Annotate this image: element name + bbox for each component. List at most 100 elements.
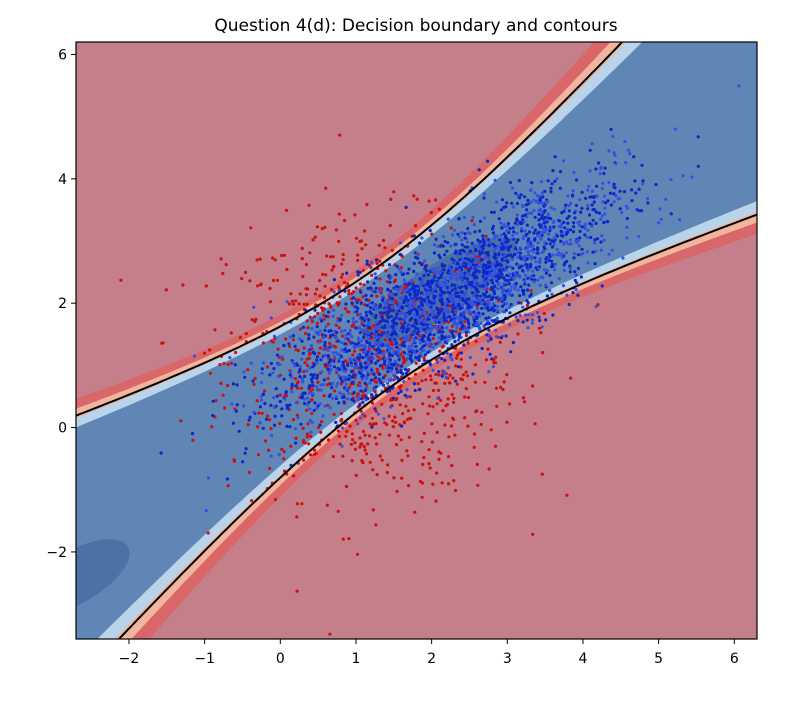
blue-point: [454, 249, 458, 253]
blue-point: [550, 281, 554, 285]
blue-point: [460, 290, 464, 294]
blue-point: [600, 284, 604, 288]
red-point: [531, 532, 535, 536]
y-tick-label: 2: [58, 296, 67, 312]
blue-point: [540, 191, 545, 195]
blue-point: [377, 333, 381, 337]
blue-point: [544, 283, 548, 287]
blue-point: [329, 367, 333, 371]
blue-point: [338, 318, 342, 322]
blue-point: [526, 250, 530, 254]
red-point: [389, 340, 393, 344]
blue-point: [496, 287, 500, 291]
red-point: [341, 334, 345, 338]
blue-point: [315, 406, 319, 411]
red-point: [476, 483, 480, 487]
red-point: [344, 434, 348, 438]
red-point: [261, 341, 265, 345]
blue-point: [599, 167, 603, 171]
blue-point: [381, 297, 385, 301]
red-point: [280, 447, 284, 451]
red-point: [466, 374, 470, 378]
blue-point: [639, 209, 644, 213]
blue-point: [530, 318, 535, 322]
blue-point: [472, 244, 476, 248]
blue-point: [447, 299, 451, 304]
blue-point: [624, 161, 628, 165]
blue-point: [402, 298, 407, 302]
blue-point: [389, 405, 393, 409]
red-point: [358, 282, 363, 286]
red-point: [404, 404, 408, 408]
blue-point: [335, 331, 339, 335]
blue-point: [374, 286, 378, 290]
blue-point: [235, 403, 239, 407]
blue-point: [321, 414, 325, 418]
blue-point: [455, 253, 460, 257]
blue-point: [478, 327, 482, 331]
blue-point: [425, 342, 429, 346]
red-point: [356, 253, 360, 257]
blue-point: [484, 316, 488, 320]
blue-point: [491, 274, 495, 279]
blue-point: [577, 244, 581, 248]
red-point: [330, 288, 334, 292]
blue-point: [345, 271, 349, 275]
red-point: [529, 289, 533, 293]
blue-point: [509, 350, 513, 354]
blue-point: [604, 201, 608, 205]
blue-point: [561, 284, 566, 288]
blue-point: [457, 299, 461, 303]
red-point: [392, 190, 396, 194]
blue-point: [437, 253, 441, 257]
red-point: [234, 350, 238, 355]
red-point: [439, 398, 443, 403]
red-point: [356, 392, 360, 396]
blue-point: [454, 242, 458, 246]
red-point: [341, 272, 345, 276]
blue-point: [489, 278, 494, 282]
red-point: [249, 226, 253, 230]
red-point: [315, 287, 319, 291]
red-point: [305, 319, 309, 323]
red-point: [450, 393, 454, 397]
blue-point: [471, 315, 476, 319]
blue-point: [309, 430, 313, 434]
blue-point: [550, 182, 554, 186]
blue-point: [618, 189, 622, 193]
blue-point: [420, 236, 424, 240]
blue-point: [368, 306, 373, 310]
blue-point: [576, 293, 580, 297]
blue-point: [563, 206, 567, 210]
blue-point: [369, 311, 373, 315]
blue-point: [504, 244, 508, 248]
red-point: [282, 457, 286, 461]
blue-point: [298, 365, 302, 369]
blue-point: [315, 361, 319, 365]
blue-point: [475, 315, 479, 319]
red-point: [361, 295, 365, 299]
red-point: [278, 421, 282, 426]
blue-point: [388, 292, 392, 296]
red-point: [420, 481, 424, 485]
blue-point: [491, 231, 495, 235]
blue-point: [421, 345, 425, 349]
blue-point: [394, 332, 398, 336]
blue-point: [289, 375, 294, 379]
red-point: [268, 466, 272, 470]
blue-point: [458, 306, 462, 310]
red-point: [452, 396, 456, 400]
blue-point: [350, 341, 354, 345]
blue-point: [417, 305, 421, 309]
blue-point: [606, 220, 610, 224]
red-point: [542, 311, 546, 315]
blue-point: [432, 251, 437, 255]
red-point: [357, 298, 361, 302]
blue-point: [587, 213, 592, 217]
blue-point: [370, 289, 374, 293]
blue-point: [365, 262, 369, 266]
red-point: [374, 422, 378, 426]
blue-point: [374, 320, 378, 325]
blue-point: [426, 296, 430, 300]
red-point: [388, 223, 392, 228]
